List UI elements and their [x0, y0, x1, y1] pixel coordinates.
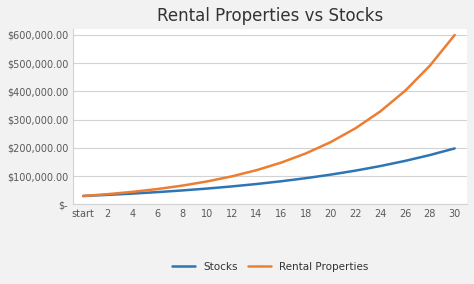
Stocks — [80, 194, 86, 198]
Legend: Stocks, Rental Properties: Stocks, Rental Properties — [167, 258, 373, 276]
Rental Properties — [402, 89, 408, 93]
Stocks — [452, 147, 457, 150]
Rental Properties — [328, 140, 334, 144]
Rental Properties — [452, 33, 457, 37]
Stocks — [328, 173, 334, 176]
Rental Properties — [179, 184, 185, 187]
Stocks — [130, 192, 136, 195]
Rental Properties — [353, 127, 358, 130]
Rental Properties — [254, 168, 259, 172]
Line: Rental Properties: Rental Properties — [83, 35, 455, 196]
Stocks — [179, 189, 185, 192]
Stocks — [377, 164, 383, 168]
Rental Properties — [427, 64, 433, 67]
Rental Properties — [130, 190, 136, 193]
Stocks — [353, 169, 358, 172]
Stocks — [105, 193, 111, 197]
Stocks — [229, 185, 235, 188]
Rental Properties — [303, 152, 309, 155]
Stocks — [254, 182, 259, 186]
Rental Properties — [105, 193, 111, 196]
Stocks — [303, 176, 309, 180]
Stocks — [402, 159, 408, 163]
Rental Properties — [80, 194, 86, 198]
Rental Properties — [155, 187, 160, 191]
Line: Stocks: Stocks — [83, 149, 455, 196]
Stocks — [278, 179, 284, 183]
Stocks — [427, 153, 433, 157]
Rental Properties — [204, 180, 210, 183]
Stocks — [204, 187, 210, 190]
Rental Properties — [377, 110, 383, 113]
Title: Rental Properties vs Stocks: Rental Properties vs Stocks — [157, 7, 383, 25]
Stocks — [155, 190, 160, 194]
Rental Properties — [278, 161, 284, 164]
Rental Properties — [229, 175, 235, 178]
